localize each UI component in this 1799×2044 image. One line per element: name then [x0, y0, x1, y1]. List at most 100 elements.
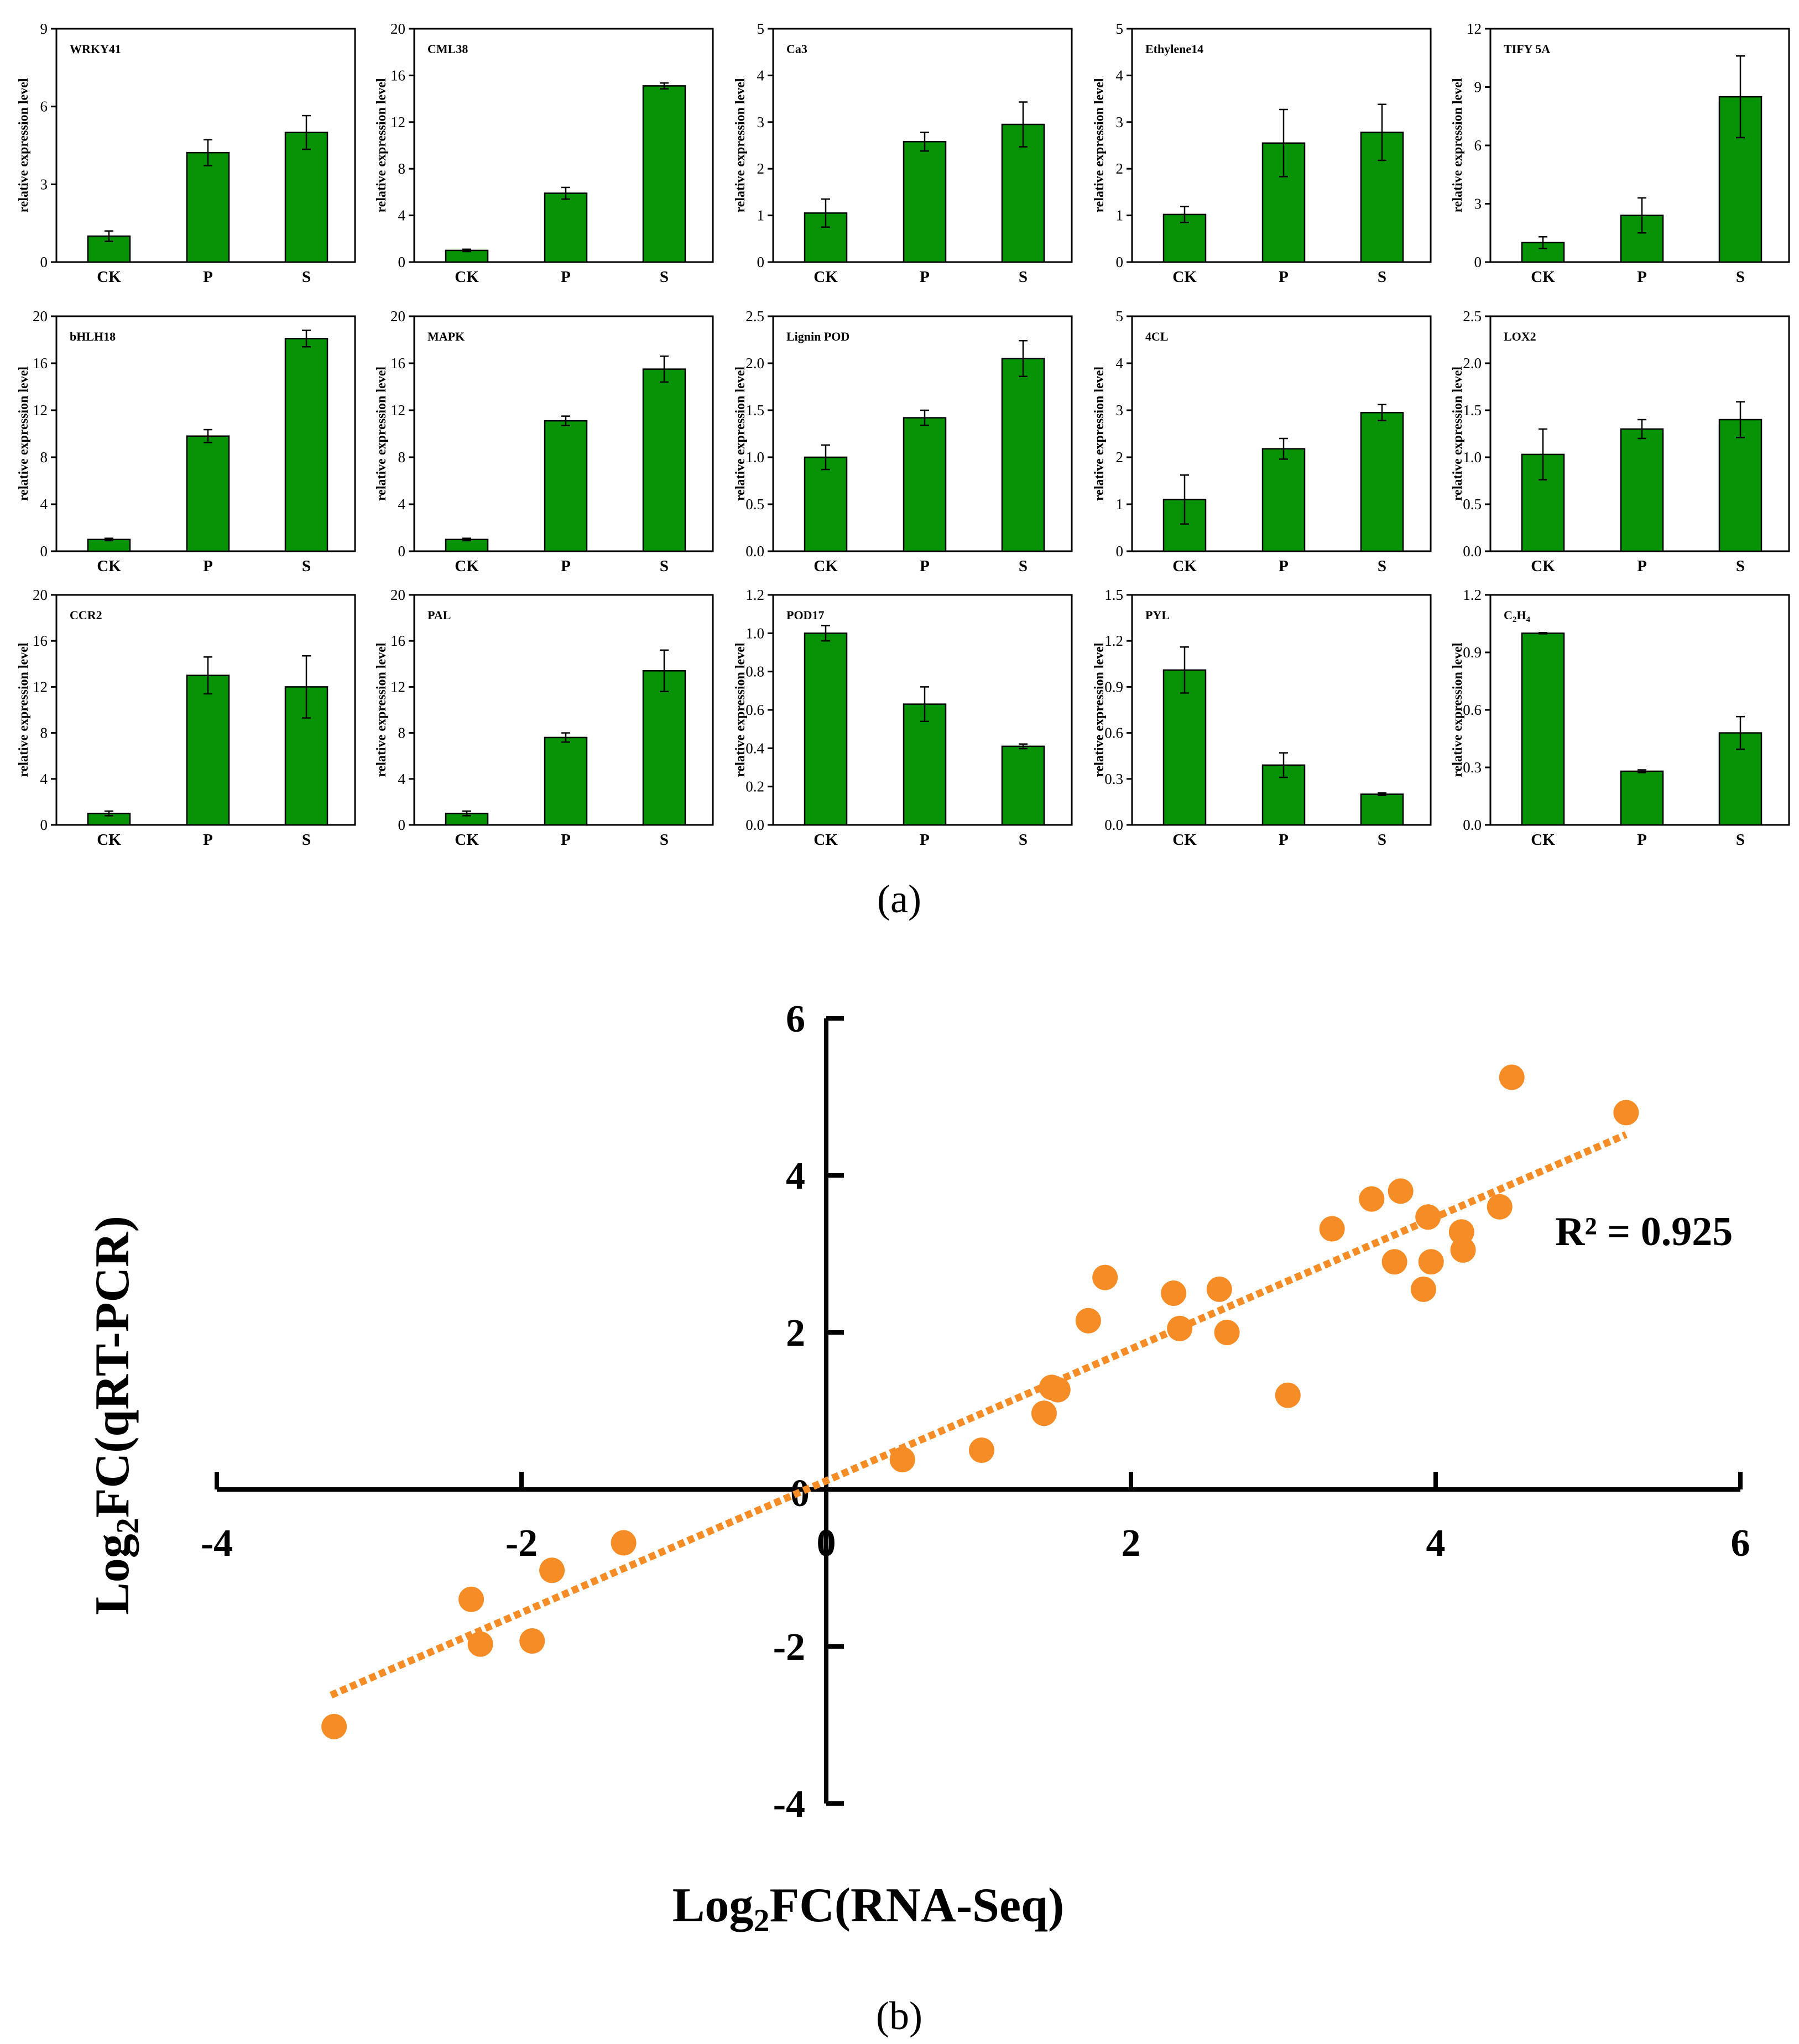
- x-axis-label-part: FC(RNA-Seq): [769, 1879, 1064, 1932]
- y-axis-label: relative expression level: [374, 78, 389, 212]
- gene-title: TIFY 5A: [1504, 42, 1550, 56]
- y-axis-label: relative expression level: [374, 642, 389, 777]
- y-tick-label: 0.2: [745, 778, 764, 795]
- bar: [1360, 793, 1404, 826]
- y-tick-label: 0.9: [1104, 678, 1123, 695]
- y-tick-label: 0: [40, 543, 48, 560]
- category-label: P: [203, 557, 213, 575]
- category-label: CK: [1172, 831, 1197, 849]
- category-label: S: [302, 268, 311, 286]
- category-label: P: [561, 831, 571, 849]
- data-point: [1045, 1377, 1071, 1403]
- y-tick-label: 6: [786, 998, 805, 1041]
- data-point: [889, 1447, 915, 1473]
- data-point: [611, 1530, 637, 1556]
- y-tick-label: 1.0: [745, 449, 764, 466]
- y-tick-label: 0.0: [1463, 543, 1482, 560]
- y-tick-label: 5: [1116, 20, 1124, 37]
- bar-chart-9: 0 1 2 3 4 5 relative expression level 4CL CK P S: [1092, 308, 1432, 575]
- category-label: CK: [97, 831, 121, 849]
- category-label: CK: [1531, 557, 1555, 575]
- x-tick-label: 6: [1731, 1522, 1750, 1565]
- y-tick-label: 0: [40, 254, 48, 270]
- y-tick-label: 2: [786, 1312, 805, 1355]
- y-tick-label: 0.0: [1463, 817, 1482, 833]
- y-axis-label: relative expression level: [1451, 642, 1465, 777]
- y-tick-label: 4: [398, 496, 406, 513]
- y-tick-label: 2: [757, 160, 765, 177]
- data-point: [1167, 1315, 1193, 1341]
- y-tick-label: 3: [1116, 114, 1124, 130]
- gene-title-subscript: 2: [1513, 615, 1517, 624]
- x-axis-label: Log2FC(RNA-Seq): [672, 1879, 1065, 1938]
- y-tick-label: 12: [390, 402, 405, 419]
- y-tick-label: 3: [1116, 402, 1124, 419]
- bar: [186, 435, 230, 552]
- gene-title: Ethylene14: [1145, 42, 1203, 56]
- category-label: P: [1279, 557, 1289, 575]
- category-label: P: [920, 557, 930, 575]
- category-label: CK: [455, 268, 479, 286]
- y-tick-label: 2.0: [1463, 355, 1482, 372]
- y-tick-label: 4: [1116, 67, 1124, 83]
- gene-title: Lignin POD: [786, 330, 849, 343]
- gene-title: CML38: [427, 42, 468, 56]
- x-tick-label: -4: [201, 1522, 233, 1565]
- bar-chart-3: 0 1 2 3 4 5 relative expression level Ca3 CK P S: [733, 20, 1073, 286]
- y-tick-label: 20: [33, 308, 48, 325]
- y-tick-label: 0.5: [1463, 496, 1482, 513]
- y-tick-label: 4: [398, 207, 406, 224]
- y-tick-label: 4: [786, 1155, 805, 1198]
- y-tick-label: 16: [33, 632, 48, 649]
- y-tick-label: 8: [40, 449, 48, 466]
- category-label: P: [1637, 268, 1647, 286]
- panel-b-label: (b): [876, 1994, 922, 2038]
- category-label: CK: [814, 268, 838, 286]
- y-tick-label: 1.0: [745, 625, 764, 641]
- gene-title: PYL: [1145, 608, 1170, 622]
- bar: [903, 140, 947, 263]
- y-tick-label: 2: [1116, 160, 1124, 177]
- y-tick-label: 4: [398, 771, 406, 787]
- category-label: P: [561, 268, 571, 286]
- y-axis-label: relative expression level: [1451, 367, 1465, 501]
- bar-chart-8: 0.0 0.5 1.0 1.5 2.0 2.5 relative expression le…: [733, 308, 1073, 575]
- y-axis-label: relative expression level: [1451, 78, 1465, 212]
- gene-title: 4CL: [1145, 330, 1169, 343]
- y-tick-label: 2: [1116, 449, 1124, 466]
- y-tick-label: 4: [40, 496, 48, 513]
- y-tick-label: 20: [390, 587, 405, 603]
- y-tick-label: 1: [757, 207, 765, 224]
- y-tick-label: 4: [40, 771, 48, 787]
- category-label: S: [660, 557, 669, 575]
- y-tick-label: 1.2: [1104, 632, 1123, 649]
- y-tick-label: 0.6: [1463, 702, 1482, 718]
- x-tick-label: 2: [1122, 1522, 1141, 1565]
- category-label: P: [203, 831, 213, 849]
- y-tick-label: 8: [398, 160, 406, 177]
- category-label: S: [302, 557, 311, 575]
- y-axis-label: relative expression level: [1092, 642, 1107, 777]
- y-tick-label: 12: [1467, 20, 1482, 37]
- bar-chart-7: 0 4 8 12 16 20 relative expression level MAPK CK…: [374, 308, 714, 575]
- data-point: [1214, 1320, 1240, 1345]
- y-tick-label: 12: [33, 678, 48, 695]
- bar-chart-14: 0.0 0.3 0.6 0.9 1.2 1.5 relative expression le…: [1092, 587, 1432, 849]
- y-tick-label: 12: [390, 678, 405, 695]
- panel-a-label: (a): [877, 877, 921, 921]
- data-point: [1415, 1204, 1441, 1230]
- y-tick-label: 1: [1116, 207, 1124, 224]
- y-axis-label: relative expression level: [733, 367, 748, 501]
- r-squared-annotation: R² = 0.925: [1555, 1209, 1733, 1254]
- data-point: [1418, 1249, 1444, 1275]
- category-label: S: [1378, 831, 1386, 849]
- y-tick-label: 8: [398, 725, 406, 741]
- data-point: [1499, 1064, 1525, 1090]
- category-label: S: [302, 831, 311, 849]
- y-tick-label: 4: [757, 67, 765, 83]
- category-label: CK: [455, 831, 479, 849]
- data-point: [1075, 1308, 1101, 1334]
- category-label: P: [1637, 831, 1647, 849]
